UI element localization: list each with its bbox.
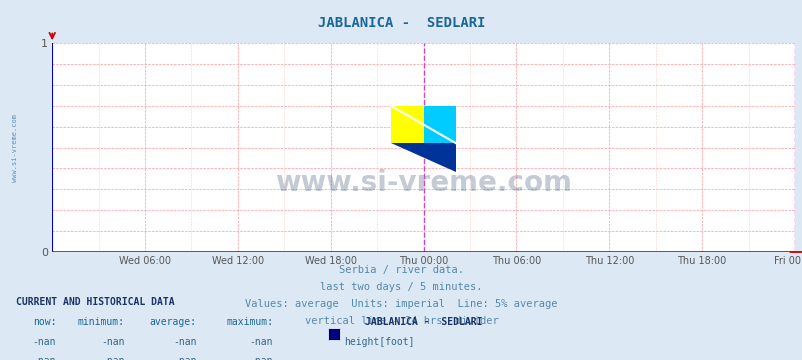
Polygon shape [391,143,456,172]
Text: JABLANICA -  SEDLARI: JABLANICA - SEDLARI [318,17,484,30]
Text: last two days / 5 minutes.: last two days / 5 minutes. [320,282,482,292]
Text: -nan: -nan [173,356,196,360]
Text: www.si-vreme.com: www.si-vreme.com [275,169,571,197]
Text: maximum:: maximum: [225,317,273,327]
Bar [423,106,456,143]
Text: CURRENT AND HISTORICAL DATA: CURRENT AND HISTORICAL DATA [16,297,175,307]
Text: JABLANICA -  SEDLARI: JABLANICA - SEDLARI [365,317,482,327]
Text: -nan: -nan [33,356,56,360]
Text: -nan: -nan [33,337,56,347]
Bar [391,106,423,143]
Text: Serbia / river data.: Serbia / river data. [338,265,464,275]
Text: average:: average: [149,317,196,327]
Text: www.si-vreme.com: www.si-vreme.com [12,114,18,181]
Text: now:: now: [33,317,56,327]
Text: -nan: -nan [249,356,273,360]
Text: height[foot]: height[foot] [343,337,414,347]
Text: -nan: -nan [173,337,196,347]
Text: -nan: -nan [101,337,124,347]
Text: minimum:: minimum: [77,317,124,327]
Text: Values: average  Units: imperial  Line: 5% average: Values: average Units: imperial Line: 5%… [245,299,557,309]
Text: -nan: -nan [249,337,273,347]
Text: vertical line - 24 hrs  divider: vertical line - 24 hrs divider [304,316,498,327]
Text: -nan: -nan [101,356,124,360]
